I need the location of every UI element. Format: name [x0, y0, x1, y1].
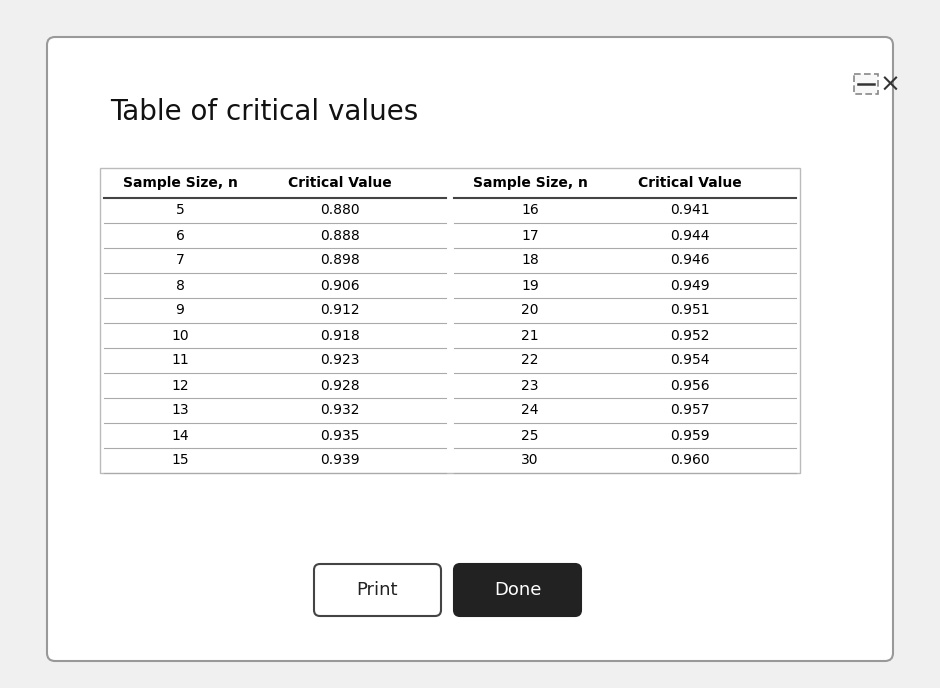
Text: 0.888: 0.888	[321, 228, 360, 242]
Text: 25: 25	[522, 429, 539, 442]
Text: 5: 5	[176, 204, 184, 217]
Text: 8: 8	[176, 279, 184, 292]
Text: 30: 30	[522, 453, 539, 468]
Text: Sample Size, n: Sample Size, n	[122, 176, 238, 190]
Text: Critical Value: Critical Value	[638, 176, 742, 190]
Text: 13: 13	[171, 403, 189, 418]
Text: 0.941: 0.941	[670, 204, 710, 217]
Text: 0.954: 0.954	[670, 354, 710, 367]
Text: 10: 10	[171, 328, 189, 343]
Text: 0.957: 0.957	[670, 403, 710, 418]
FancyBboxPatch shape	[47, 37, 893, 661]
Text: 21: 21	[521, 328, 539, 343]
Text: 0.944: 0.944	[670, 228, 710, 242]
Text: Sample Size, n: Sample Size, n	[473, 176, 588, 190]
Text: 0.912: 0.912	[321, 303, 360, 317]
Text: 6: 6	[176, 228, 184, 242]
Text: 0.918: 0.918	[321, 328, 360, 343]
Text: 23: 23	[522, 378, 539, 392]
Text: 14: 14	[171, 429, 189, 442]
Text: Critical Value: Critical Value	[289, 176, 392, 190]
Text: 0.939: 0.939	[321, 453, 360, 468]
Text: 22: 22	[522, 354, 539, 367]
Text: 0.951: 0.951	[670, 303, 710, 317]
Text: 0.923: 0.923	[321, 354, 360, 367]
Text: 11: 11	[171, 354, 189, 367]
Text: 0.935: 0.935	[321, 429, 360, 442]
Text: 0.906: 0.906	[321, 279, 360, 292]
Text: 0.932: 0.932	[321, 403, 360, 418]
Text: 15: 15	[171, 453, 189, 468]
Text: 0.952: 0.952	[670, 328, 710, 343]
FancyBboxPatch shape	[314, 564, 441, 616]
Text: 16: 16	[521, 204, 539, 217]
Text: 0.959: 0.959	[670, 429, 710, 442]
Text: 17: 17	[521, 228, 539, 242]
Text: 9: 9	[176, 303, 184, 317]
Text: 12: 12	[171, 378, 189, 392]
Text: 0.946: 0.946	[670, 253, 710, 268]
Bar	[100, 168, 800, 473]
Text: 0.956: 0.956	[670, 378, 710, 392]
Bar	[854, 74, 878, 94]
Text: Done: Done	[494, 581, 541, 599]
FancyBboxPatch shape	[454, 564, 581, 616]
Text: 7: 7	[176, 253, 184, 268]
Text: 20: 20	[522, 303, 539, 317]
Text: ×: ×	[880, 73, 901, 97]
Text: 0.960: 0.960	[670, 453, 710, 468]
Text: Print: Print	[357, 581, 399, 599]
Text: 0.928: 0.928	[321, 378, 360, 392]
Text: 0.880: 0.880	[321, 204, 360, 217]
Text: 0.898: 0.898	[321, 253, 360, 268]
Text: 24: 24	[522, 403, 539, 418]
Text: 19: 19	[521, 279, 539, 292]
Text: 18: 18	[521, 253, 539, 268]
Text: Table of critical values: Table of critical values	[110, 98, 418, 126]
Text: 0.949: 0.949	[670, 279, 710, 292]
